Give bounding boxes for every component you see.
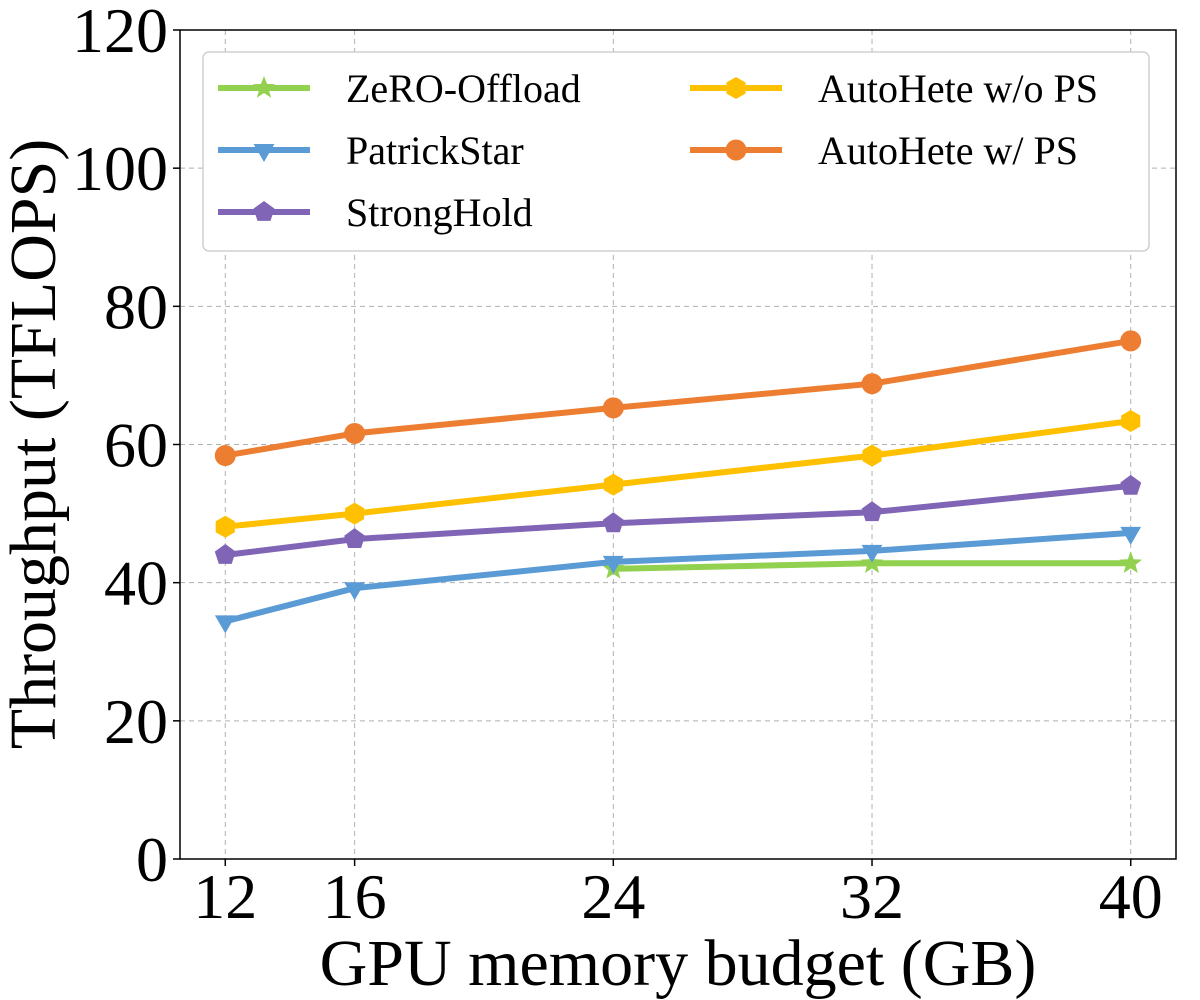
data-point-patrickstar — [602, 555, 624, 574]
x-tick-label: 16 — [323, 861, 387, 932]
x-tick-label: 40 — [1099, 861, 1163, 932]
x-tick-label: 32 — [840, 861, 904, 932]
y-tick-label: 20 — [104, 686, 168, 757]
legend-item-autohete-w-ps: AutoHete w/ PS — [690, 128, 1078, 173]
data-point-patrickstar — [861, 544, 883, 563]
data-point-stronghold — [214, 544, 236, 564]
axis-ticks: 0 20 40 60 80 100 120 12 16 24 32 40 — [72, 0, 1163, 932]
data-point-zero-offload — [1119, 551, 1143, 573]
y-tick-label: 0 — [136, 824, 168, 895]
legend-marker — [253, 201, 275, 221]
data-point-patrickstar — [214, 615, 236, 634]
data-point-autohete-w-ps — [602, 397, 624, 419]
series-autohete-w-ps — [214, 330, 1142, 467]
y-tick-label: 60 — [104, 410, 168, 481]
legend-marker — [726, 77, 746, 99]
legend-label: AutoHete w/ PS — [818, 128, 1078, 173]
legend-label: AutoHete w/o PS — [818, 66, 1098, 111]
legend-marker — [252, 76, 276, 98]
legend-marker — [253, 144, 275, 162]
x-axis-label: GPU memory budget (GB) — [320, 927, 1037, 1000]
y-axis-label: Throughput (TFLOPS) — [0, 139, 70, 750]
legend-marker — [725, 139, 747, 161]
data-point-patrickstar — [344, 582, 365, 601]
series-stronghold — [214, 474, 1142, 564]
y-tick-label: 100 — [72, 133, 168, 204]
legend-item-stronghold: StrongHold — [218, 190, 533, 235]
data-point-autohete-w-o-ps — [215, 515, 235, 538]
data-point-patrickstar — [1120, 526, 1142, 545]
x-tick-label: 12 — [193, 861, 257, 932]
legend-label: PatrickStar — [346, 128, 524, 173]
data-point-autohete-w-o-ps — [1121, 410, 1141, 432]
legend-item-autohete-w-o-ps: AutoHete w/o PS — [690, 66, 1098, 111]
y-tick-label: 120 — [72, 0, 168, 66]
legend-label: StrongHold — [346, 190, 533, 235]
data-point-autohete-w-ps — [214, 445, 236, 467]
data-point-stronghold — [861, 501, 883, 522]
data-point-autohete-w-ps — [861, 373, 883, 395]
data-point-stronghold — [344, 528, 366, 548]
legend-item-zero-offload: ZeRO-Offload — [218, 66, 581, 111]
series-patrickstar — [214, 526, 1142, 634]
y-tick-label: 40 — [104, 548, 168, 619]
data-point-autohete-w-o-ps — [345, 502, 365, 525]
y-tick-label: 80 — [104, 271, 168, 342]
data-point-autohete-w-o-ps — [862, 444, 882, 467]
legend-item-patrickstar: PatrickStar — [218, 128, 524, 173]
data-point-autohete-w-o-ps — [603, 473, 623, 496]
data-point-stronghold — [1120, 474, 1142, 495]
data-point-autohete-w-ps — [344, 422, 366, 444]
legend-box — [202, 51, 1150, 252]
data-point-autohete-w-ps — [1120, 330, 1142, 352]
data-point-stronghold — [602, 512, 624, 533]
series-autohete-w-o-ps — [215, 410, 1141, 538]
data-series — [214, 330, 1143, 634]
x-tick-label: 24 — [581, 861, 645, 932]
legend-label: ZeRO-Offload — [346, 66, 581, 111]
legend: ZeRO-Offload PatrickStar StrongHold AutoHet… — [202, 51, 1150, 252]
